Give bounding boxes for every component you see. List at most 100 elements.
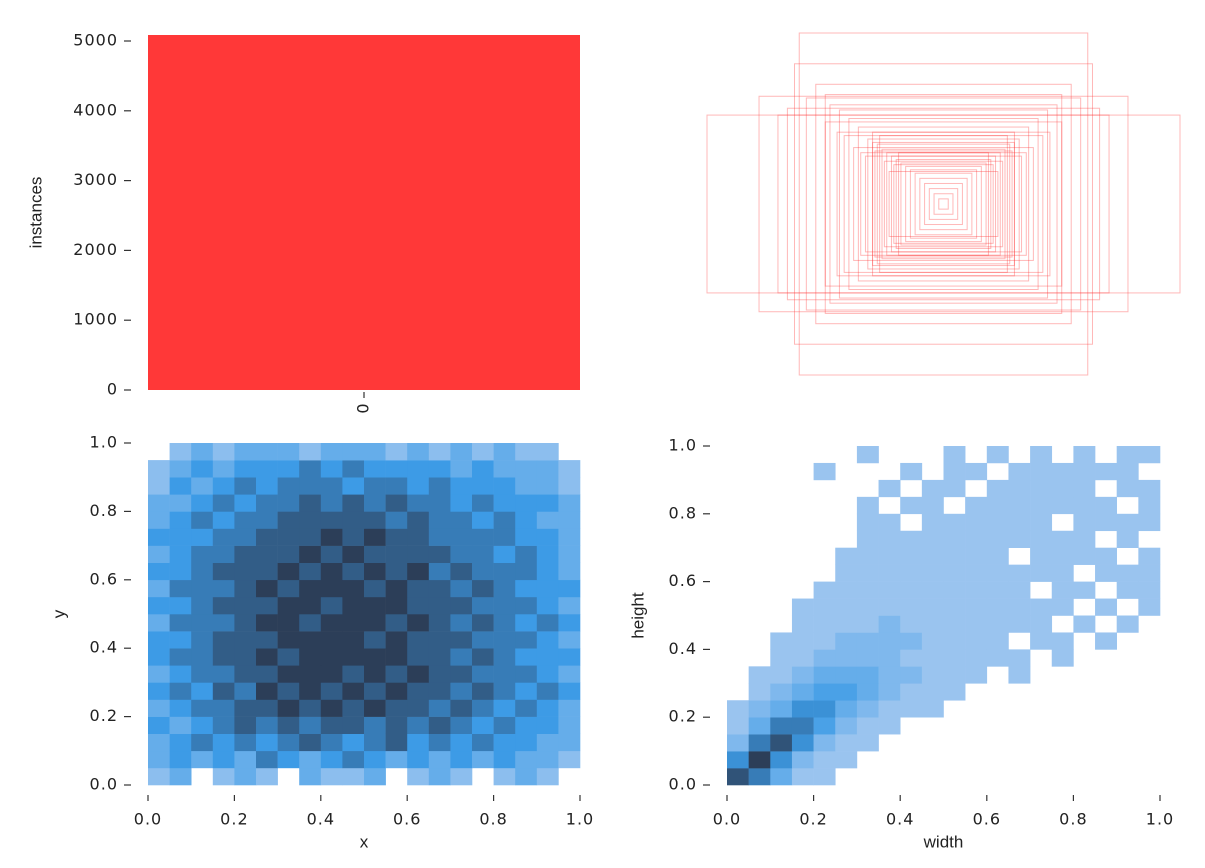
heat-cell [212, 596, 235, 615]
y-axis-label: y [49, 609, 68, 618]
box [900, 162, 987, 246]
heat-cell [299, 562, 322, 581]
heat-cell [234, 494, 257, 512]
heat-cell [922, 717, 944, 734]
heat-cell [965, 513, 988, 532]
heat-cell [1008, 598, 1031, 616]
heat-cell [493, 443, 516, 461]
heat-cell [493, 750, 516, 769]
y-axis-label: instances [26, 177, 45, 249]
heat-cell [987, 768, 1009, 785]
box [876, 143, 1011, 265]
heat-cell [943, 479, 966, 498]
box [706, 114, 1181, 294]
heat-cell [234, 750, 257, 769]
heat-cell [472, 528, 494, 546]
heat-cell [791, 649, 814, 667]
heat-cell [791, 632, 814, 650]
heat-cell [234, 562, 257, 581]
x-tick-label: 0.4 [307, 810, 335, 829]
heat-cell [515, 750, 538, 769]
heat-cell [813, 598, 836, 616]
heat-cell [943, 666, 966, 684]
heat-cell [148, 443, 170, 460]
heat-cell [1008, 632, 1030, 649]
heat-cell [856, 564, 879, 582]
heat-cell [814, 565, 836, 582]
heat-cell [558, 648, 581, 666]
heat-cell [727, 599, 749, 616]
x-tick-label: 0.8 [479, 810, 507, 829]
heat-cell [385, 682, 408, 700]
heat-cell [749, 599, 771, 616]
heat-cell [856, 649, 879, 667]
heat-cell [770, 751, 793, 769]
heat-cell [256, 716, 278, 734]
heat-cell [493, 716, 516, 734]
heat-cell [878, 513, 901, 532]
heat-cell [1138, 446, 1161, 464]
heat-cell [965, 598, 988, 616]
heat-cell [558, 699, 581, 717]
heat-cell [1030, 615, 1053, 633]
heat-cell [515, 562, 538, 581]
heat-cell [770, 768, 793, 786]
heat-cell [493, 733, 516, 752]
box [933, 193, 954, 215]
heat-cell [727, 683, 749, 700]
heat-cell [234, 477, 257, 495]
heat-cell [986, 496, 1009, 515]
heat-cell [943, 581, 966, 599]
heat-cell [148, 750, 170, 769]
heat-cell [515, 648, 538, 666]
heat-cell [1073, 768, 1095, 785]
heat-cell [148, 528, 170, 546]
heat-cell [813, 666, 836, 684]
heat-cell [493, 767, 516, 786]
x-tick-label: 1.0 [566, 810, 594, 829]
heat-cell [770, 666, 793, 684]
heat-cell [536, 682, 559, 700]
heat-cell [342, 665, 365, 683]
heat-cell [256, 477, 278, 495]
heat-cell [943, 564, 966, 582]
heat-cell [342, 562, 365, 581]
heat-cell [921, 479, 944, 498]
heat-cell [320, 716, 343, 734]
heat-cell [1073, 446, 1096, 464]
heat-cell [212, 579, 235, 598]
heat-cell [1073, 649, 1095, 666]
x-tick-label: 0.6 [973, 810, 1001, 829]
heat-cell [148, 682, 170, 700]
box [905, 165, 982, 243]
y-tick-label: 1.0 [669, 436, 697, 455]
heat-cell [212, 682, 235, 700]
heat-cell [148, 494, 170, 512]
y-tick-label: 2000 [73, 240, 118, 259]
heat-cell [515, 477, 538, 495]
heat-cell [342, 494, 365, 512]
heat-cell [472, 648, 494, 666]
heat-cell [1073, 581, 1096, 599]
heat-cell [1117, 717, 1139, 734]
heat-cell [791, 751, 814, 769]
heat-cell [727, 548, 749, 565]
heat-cell [749, 548, 771, 565]
heat-cell [342, 767, 365, 786]
heat-cell [493, 460, 516, 478]
box [805, 97, 1082, 311]
y-tick-label: 1.0 [90, 433, 118, 452]
heat-cell [965, 496, 988, 515]
heat-cell [1052, 734, 1074, 751]
heat-cell [450, 767, 473, 786]
heat-cell [1051, 649, 1074, 667]
heat-cell [943, 530, 966, 548]
heat-cell [856, 666, 879, 684]
heat-cell [1052, 751, 1074, 768]
heat-cell [835, 514, 857, 531]
heat-cell [407, 443, 430, 461]
heat-cell [813, 462, 836, 481]
heat-cell [791, 666, 814, 684]
box [924, 182, 963, 226]
heat-cell [1095, 734, 1117, 751]
